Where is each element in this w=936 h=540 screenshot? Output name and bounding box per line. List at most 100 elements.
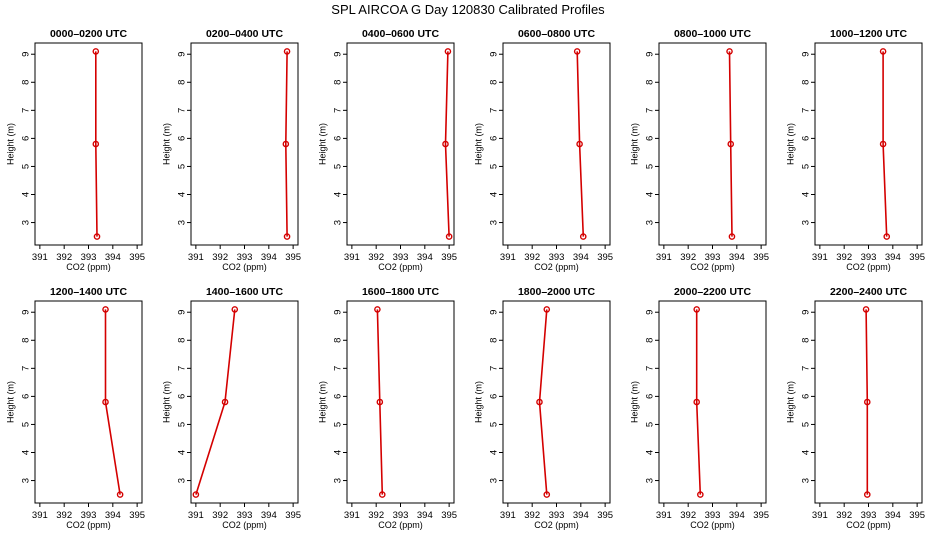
x-tick-label: 392 <box>56 252 72 263</box>
x-tick-label: 392 <box>524 510 540 521</box>
panel-title: 0600–0800 UTC <box>518 28 595 40</box>
data-point <box>883 233 891 240</box>
y-tick-label: 3 <box>177 220 188 225</box>
x-tick-label: 391 <box>344 252 360 263</box>
profile-line <box>695 309 702 495</box>
x-tick-label: 394 <box>885 252 901 263</box>
data-point <box>543 306 551 313</box>
y-tick-label: 6 <box>801 136 812 141</box>
x-tick-label: 394 <box>885 510 901 521</box>
profile-panel: 1600–1800 UTC 391 392 393 394 395 CO2 (ppm) 3 4 5… <box>317 286 457 530</box>
data-point <box>693 398 700 406</box>
profile-line <box>444 51 450 237</box>
profile-panel: 1400–1600 UTC 391 392 393 394 395 CO2 (ppm) 3 4 5… <box>161 286 301 530</box>
plot-frame <box>34 42 143 246</box>
data-point <box>221 398 229 406</box>
x-tick-label: 395 <box>597 252 613 263</box>
x-tick-label: 391 <box>812 252 828 263</box>
data-point <box>231 306 239 313</box>
x-tick-label: 392 <box>368 252 384 263</box>
x-tick-label: 392 <box>836 510 852 521</box>
y-tick-label: 7 <box>489 108 500 113</box>
x-tick-label: 394 <box>729 510 745 521</box>
y-tick-label: 4 <box>177 450 188 455</box>
x-tick-label: 395 <box>753 510 769 521</box>
y-tick-label: 7 <box>801 366 812 371</box>
data-point <box>726 48 733 55</box>
data-point <box>92 140 100 148</box>
x-tick-label: 391 <box>32 510 48 521</box>
x-tick-label: 393 <box>861 510 877 521</box>
y-tick-label: 5 <box>333 422 344 427</box>
panel-title: 1400–1600 UTC <box>206 286 283 298</box>
y-tick-label: 9 <box>333 310 344 315</box>
panel-title: 2200–2400 UTC <box>830 286 907 298</box>
x-tick-label: 393 <box>705 510 721 521</box>
y-tick-label: 4 <box>645 450 656 455</box>
y-tick-label: 4 <box>801 192 812 197</box>
y-tick-label: 4 <box>21 192 32 197</box>
x-axis-label: CO2 (ppm) <box>222 520 267 530</box>
y-tick-label: 6 <box>645 136 656 141</box>
profile-panel: 1800–2000 UTC 391 392 393 394 395 CO2 (ppm) 3 4 5… <box>473 286 613 530</box>
data-point <box>879 140 887 148</box>
y-tick-label: 9 <box>489 52 500 57</box>
x-tick-label: 393 <box>393 252 409 263</box>
plot-frame <box>814 42 923 246</box>
x-tick-label: 391 <box>500 252 516 263</box>
data-point <box>283 233 291 240</box>
y-tick-label: 9 <box>333 52 344 57</box>
data-point <box>697 491 704 498</box>
y-tick-label: 7 <box>645 108 656 113</box>
x-axis-label: CO2 (ppm) <box>222 262 267 272</box>
profile-panel: 2200–2400 UTC 391 392 393 394 395 CO2 (ppm) 3 4 5… <box>785 286 925 530</box>
x-tick-label: 395 <box>129 510 145 521</box>
profile-line <box>728 51 733 237</box>
x-tick-label: 392 <box>212 510 228 521</box>
data-point <box>543 491 551 498</box>
plot-frame <box>502 300 611 504</box>
x-tick-label: 391 <box>500 510 516 521</box>
y-tick-label: 6 <box>333 394 344 399</box>
x-tick-label: 394 <box>573 252 589 263</box>
y-tick-label: 4 <box>333 450 344 455</box>
y-axis-label: Height (m) <box>629 123 639 165</box>
x-tick-label: 392 <box>680 510 696 521</box>
plot-frame <box>658 300 767 504</box>
y-tick-label: 5 <box>177 164 188 169</box>
y-tick-label: 6 <box>21 136 32 141</box>
y-tick-label: 8 <box>21 80 32 85</box>
data-point <box>863 398 871 406</box>
profile-line <box>284 51 288 237</box>
x-tick-label: 393 <box>237 510 253 521</box>
x-axis-label: CO2 (ppm) <box>690 520 735 530</box>
x-tick-label: 394 <box>105 510 121 521</box>
data-point <box>374 306 381 313</box>
plot-frame <box>346 42 455 246</box>
y-tick-label: 6 <box>645 394 656 399</box>
y-tick-label: 3 <box>645 478 656 483</box>
figure-title: SPL AIRCOA G Day 120830 Calibrated Profi… <box>331 2 605 17</box>
y-tick-label: 3 <box>801 478 812 483</box>
x-tick-label: 392 <box>56 510 72 521</box>
plot-frame <box>814 300 923 504</box>
x-tick-label: 393 <box>81 510 97 521</box>
y-tick-label: 7 <box>645 366 656 371</box>
profile-line <box>104 309 121 495</box>
x-tick-label: 395 <box>909 510 925 521</box>
y-tick-label: 3 <box>21 220 32 225</box>
panel-title: 1600–1800 UTC <box>362 286 439 298</box>
panel-title: 0400–0600 UTC <box>362 28 439 40</box>
y-tick-label: 8 <box>645 80 656 85</box>
x-tick-label: 391 <box>812 510 828 521</box>
x-axis-label: CO2 (ppm) <box>378 262 423 272</box>
profile-line <box>538 309 548 495</box>
plot-frame <box>658 42 767 246</box>
x-tick-label: 393 <box>393 510 409 521</box>
y-tick-label: 7 <box>21 366 32 371</box>
y-axis-label: Height (m) <box>5 381 15 423</box>
y-tick-label: 4 <box>177 192 188 197</box>
x-axis-label: CO2 (ppm) <box>66 262 111 272</box>
